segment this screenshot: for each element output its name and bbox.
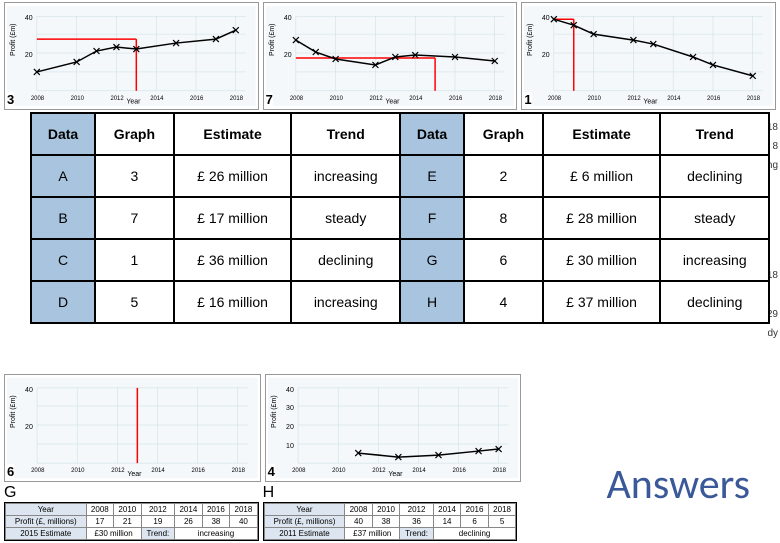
svg-text:Profit (£m): Profit (£m) — [271, 395, 278, 428]
svg-text:2010: 2010 — [332, 468, 346, 474]
chart-row-top: 3 P — [0, 0, 780, 112]
svg-text:Profit (£m): Profit (£m) — [269, 24, 276, 56]
row-label: Year — [6, 504, 87, 516]
th-data: Data — [400, 113, 464, 155]
table-row: B 7 £ 17 million steady F 8 £ 28 million… — [31, 197, 769, 239]
svg-text:2018: 2018 — [232, 468, 246, 474]
svg-text:2008: 2008 — [548, 96, 562, 102]
chart-number: 4 — [268, 464, 275, 479]
svg-text:2008: 2008 — [290, 96, 304, 102]
svg-text:2012: 2012 — [369, 96, 383, 102]
svg-text:40: 40 — [286, 387, 294, 394]
svg-text:Profit (£m): Profit (£m) — [10, 395, 17, 428]
chart-4: 4 Profit (£m) 40 20 — [265, 374, 522, 482]
svg-text:2010: 2010 — [588, 96, 602, 102]
svg-text:Profit (£m): Profit (£m) — [10, 24, 17, 56]
svg-text:2014: 2014 — [409, 96, 423, 102]
line-chart-svg: Profit (£m) 4020 Year 20082010 20122014 … — [7, 5, 256, 107]
svg-text:2010: 2010 — [71, 468, 85, 474]
svg-text:2018: 2018 — [492, 468, 506, 474]
th-trend: Trend — [291, 113, 400, 155]
svg-text:2010: 2010 — [71, 96, 85, 102]
svg-text:2016: 2016 — [190, 96, 204, 102]
mini-letter: G — [4, 484, 16, 501]
table-row: C 1 £ 36 million declining G 6 £ 30 mill… — [31, 239, 769, 281]
chart-number: 3 — [7, 92, 14, 107]
svg-text:Year: Year — [644, 99, 659, 106]
answers-table: Data Graph Estimate Trend Data Graph Est… — [30, 112, 770, 324]
th-trend: Trend — [660, 113, 769, 155]
line-chart-svg: Profit (£m) 4020 Year 20082010 20122014 … — [524, 5, 773, 107]
row-label: Profit (£, millions) — [264, 516, 345, 528]
svg-text:2016: 2016 — [707, 96, 721, 102]
svg-text:Year: Year — [126, 99, 141, 106]
svg-text:2014: 2014 — [412, 468, 426, 474]
svg-text:Year: Year — [388, 471, 403, 478]
mini-table-G: G Year 20082010 20122014 20162018 Profit… — [4, 484, 259, 541]
svg-text:20: 20 — [25, 424, 33, 431]
svg-text:2018: 2018 — [230, 96, 244, 102]
svg-text:2012: 2012 — [628, 96, 642, 102]
svg-text:Year: Year — [385, 99, 400, 106]
svg-text:2016: 2016 — [452, 468, 466, 474]
svg-text:2018: 2018 — [488, 96, 502, 102]
line-chart-svg: Profit (£m) 4020 Year 20082010 20122014 … — [266, 5, 515, 107]
svg-text:20: 20 — [542, 52, 550, 59]
svg-text:30: 30 — [286, 405, 294, 412]
svg-text:2010: 2010 — [329, 96, 343, 102]
svg-text:20: 20 — [286, 424, 294, 431]
answers-table-container: Data Graph Estimate Trend Data Graph Est… — [30, 112, 770, 324]
svg-text:2012: 2012 — [111, 468, 125, 474]
svg-text:40: 40 — [25, 387, 33, 394]
chart-7: 7 P — [263, 2, 518, 110]
chart-3: 3 P — [4, 2, 259, 110]
svg-text:2016: 2016 — [191, 468, 205, 474]
th-estimate: Estimate — [543, 113, 661, 155]
table-header-row: Data Graph Estimate Trend Data Graph Est… — [31, 113, 769, 155]
svg-text:2014: 2014 — [150, 96, 164, 102]
svg-text:20: 20 — [284, 52, 292, 59]
th-estimate: Estimate — [174, 113, 292, 155]
svg-text:2014: 2014 — [668, 96, 682, 102]
svg-text:2012: 2012 — [372, 468, 386, 474]
mini-letter: H — [263, 484, 275, 501]
chart-1: 1 P — [521, 2, 776, 110]
svg-text:2012: 2012 — [110, 96, 124, 102]
svg-text:40: 40 — [284, 15, 292, 22]
svg-text:40: 40 — [542, 15, 550, 22]
table-row: D 5 £ 16 million increasing H 4 £ 37 mil… — [31, 281, 769, 323]
chart-number: 1 — [524, 92, 531, 107]
th-graph: Graph — [95, 113, 174, 155]
svg-text:2018: 2018 — [747, 96, 761, 102]
svg-text:20: 20 — [25, 52, 33, 59]
chart-number: 6 — [7, 464, 14, 479]
svg-text:2016: 2016 — [449, 96, 463, 102]
th-data: Data — [31, 113, 95, 155]
svg-text:Profit (£m): Profit (£m) — [527, 24, 534, 56]
th-graph: Graph — [464, 113, 543, 155]
svg-text:2008: 2008 — [31, 468, 45, 474]
svg-text:10: 10 — [286, 443, 294, 450]
svg-text:Year: Year — [127, 471, 142, 478]
svg-text:2014: 2014 — [151, 468, 165, 474]
line-chart-svg: Profit (£m) 4020 Year 20082010 20122014 … — [7, 377, 258, 479]
answers-title: Answers — [607, 459, 751, 510]
mini-table-H: H Year 20082010 20122014 20162018 Profit… — [263, 484, 518, 541]
svg-text:2008: 2008 — [31, 96, 45, 102]
svg-text:2008: 2008 — [292, 468, 306, 474]
table-row: A 3 £ 26 million increasing E 2 £ 6 mill… — [31, 155, 769, 197]
chart-number: 7 — [266, 92, 273, 107]
chart-6: 6 Profit (£m) 40 20 Year 2008 2010 2012 201… — [4, 374, 261, 482]
row-label: Year — [264, 504, 345, 516]
line-chart-svg: Profit (£m) 40 20 30 10 Year 2008 2010 2012… — [268, 377, 519, 479]
row-label: Profit (£, millions) — [6, 516, 87, 528]
svg-text:40: 40 — [25, 15, 33, 22]
